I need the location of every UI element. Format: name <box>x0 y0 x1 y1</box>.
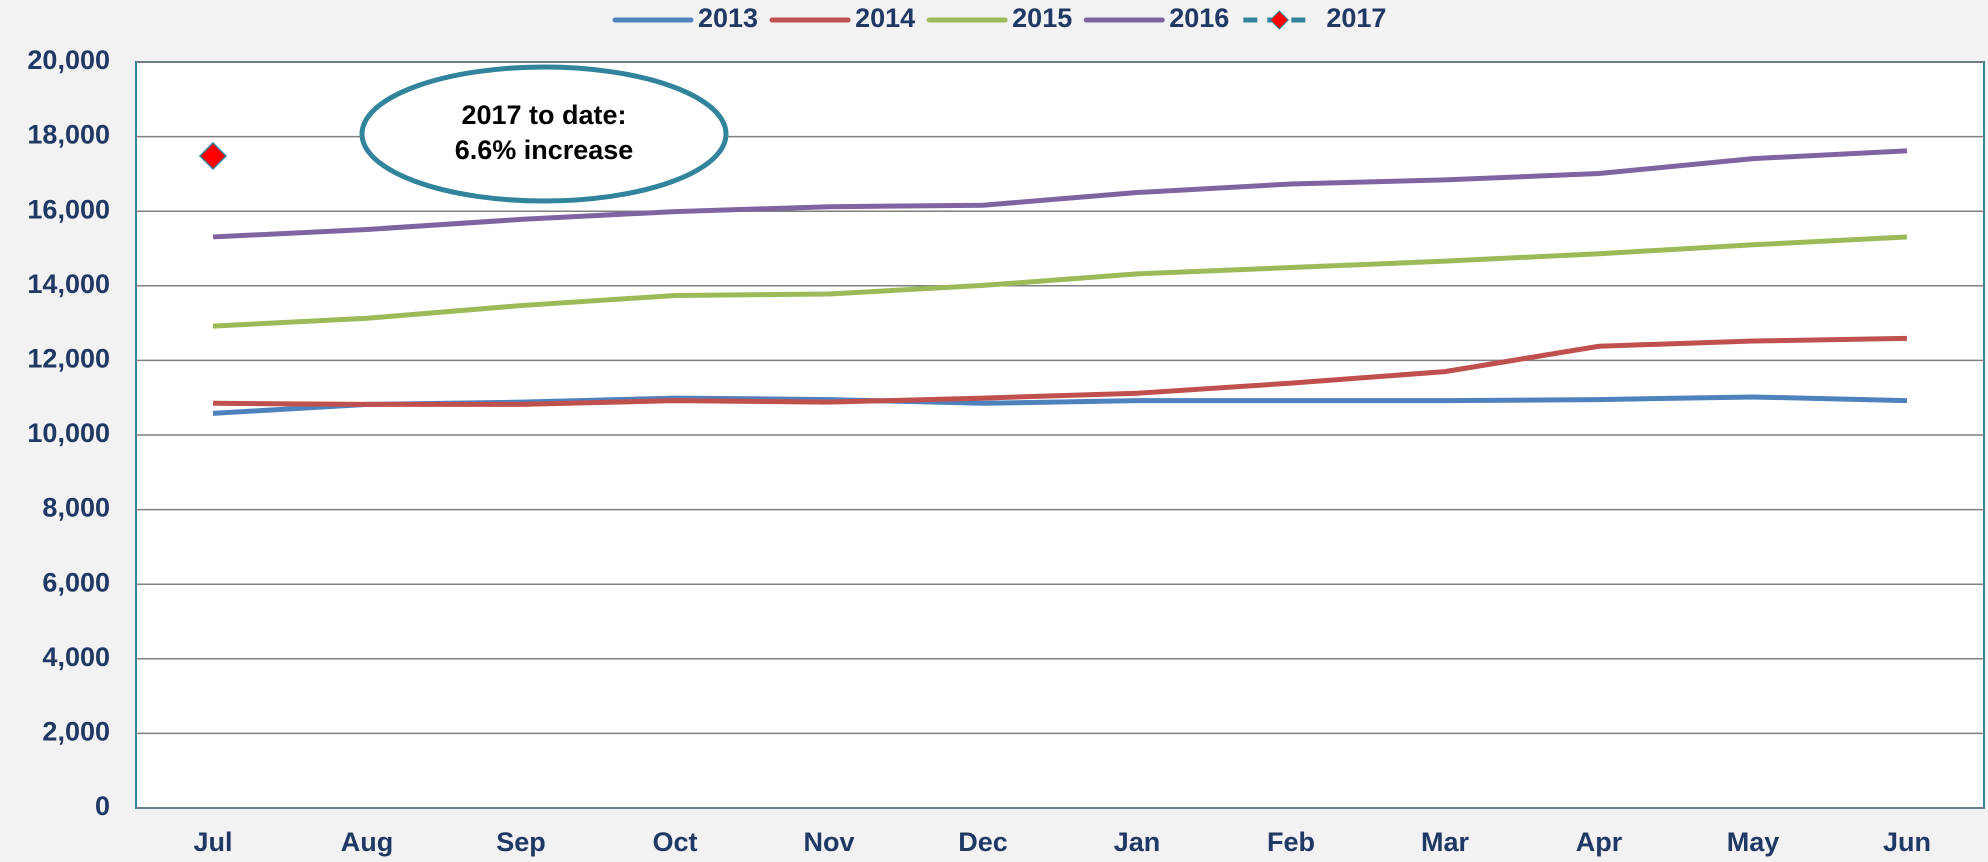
x-tick-label: Feb <box>1267 827 1315 857</box>
x-tick-label: Aug <box>341 827 393 857</box>
annotation-text: 2017 to date: <box>461 100 626 130</box>
x-tick-label: Mar <box>1421 827 1470 857</box>
x-tick-label: Jan <box>1114 827 1161 857</box>
y-tick-label: 4,000 <box>42 642 110 672</box>
series-line <box>212 335 1908 407</box>
y-tick-label: 12,000 <box>27 344 110 374</box>
legend-label: 2016 <box>1169 3 1229 33</box>
y-tick-label: 20,000 <box>27 45 110 75</box>
y-tick-label: 14,000 <box>27 269 110 299</box>
x-tick-label: Dec <box>958 827 1008 857</box>
legend-label: 2017 <box>1326 3 1386 33</box>
y-tick-label: 18,000 <box>27 120 110 150</box>
series-line <box>212 234 1908 329</box>
legend-label: 2015 <box>1012 3 1072 33</box>
y-tick-label: 6,000 <box>42 567 110 597</box>
x-tick-label: Nov <box>803 827 854 857</box>
legend-marker <box>1269 10 1290 30</box>
x-tick-label: Jul <box>193 827 232 857</box>
series-line <box>212 148 1908 240</box>
x-tick-label: Oct <box>652 827 697 857</box>
x-tick-label: Jun <box>1883 827 1931 857</box>
y-tick-label: 8,000 <box>42 493 110 523</box>
y-tick-label: 16,000 <box>27 194 110 224</box>
annotation-text: 6.6% increase <box>455 135 634 165</box>
legend-label: 2013 <box>698 3 758 33</box>
annotation-ellipse <box>359 64 729 204</box>
x-tick-label: May <box>1727 827 1780 857</box>
y-tick-label: 2,000 <box>42 717 110 747</box>
y-tick-label: 0 <box>95 791 110 821</box>
x-tick-label: Apr <box>1576 827 1623 857</box>
data-point <box>198 141 228 171</box>
y-tick-label: 10,000 <box>27 418 110 448</box>
legend-label: 2014 <box>855 3 915 33</box>
x-tick-label: Sep <box>496 827 546 857</box>
